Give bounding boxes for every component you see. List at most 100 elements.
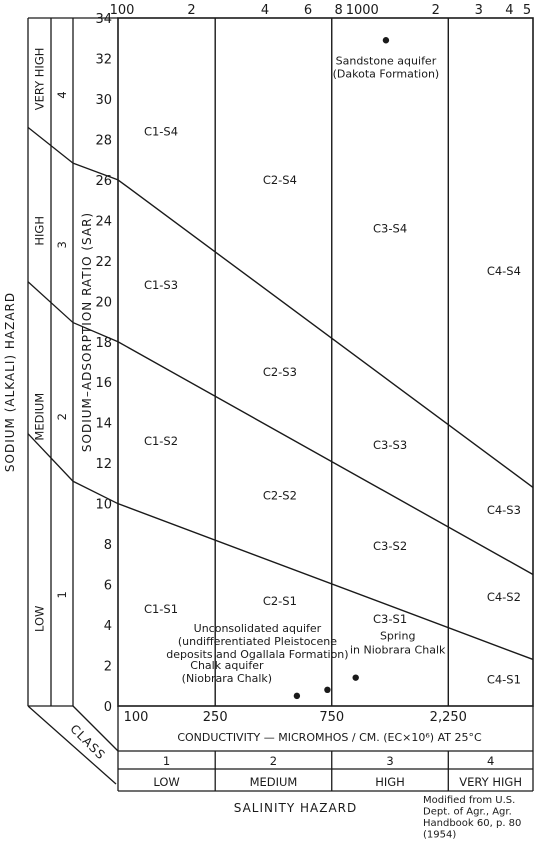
region-label-c2-s3: C2-S3 — [263, 365, 297, 379]
salinity-class-name: LOW — [153, 775, 179, 789]
y-tick-label: 4 — [104, 619, 112, 634]
point-annotation: Chalk aquifer — [190, 659, 264, 672]
y-tick-label: 2 — [104, 660, 112, 675]
hazard-boundary-s2-s3 — [117, 341, 534, 576]
aquifer-points — [293, 37, 390, 700]
data-point-chalk-aquifer — [293, 692, 301, 700]
x-top-tick-label: 6 — [304, 3, 312, 18]
sodium-class-divider — [27, 433, 74, 482]
sodium-class-name: MEDIUM — [33, 393, 47, 441]
sodium-class-divider — [72, 480, 119, 505]
hazard-boundary-lines — [117, 179, 534, 661]
y-tick-label: 16 — [95, 376, 112, 391]
source-note: (1954) — [423, 830, 456, 841]
y-tick-label: 10 — [95, 498, 112, 513]
y-tick-label: 24 — [95, 214, 112, 229]
region-label-c4-s1: C4-S1 — [487, 673, 521, 687]
y-tick-label: 30 — [95, 93, 112, 108]
plot-frame — [117, 17, 534, 707]
sodium-class-divider — [27, 281, 74, 324]
x-top-tick-label: 3 — [475, 3, 483, 18]
region-label-c4-s3: C4-S3 — [487, 503, 521, 517]
y-tick-label: 0 — [104, 700, 112, 715]
x-top-tick-label: 2 — [432, 3, 440, 18]
x-top-tick-label: 100 — [110, 3, 135, 18]
y-axis-label: SODIUM–ADSORPTION RATIO (SAR) — [80, 212, 94, 452]
class-band-diagonal — [72, 705, 119, 752]
class-label: CLASS — [67, 722, 108, 763]
x-top-tick-label: 2 — [187, 3, 195, 18]
region-label-c4-s4: C4-S4 — [487, 264, 521, 278]
y-tick-label: 12 — [95, 457, 112, 472]
point-annotation: Unconsolidated aquifer — [194, 622, 322, 635]
point-annotation: (Dakota Formation) — [333, 67, 440, 80]
source-note: Handbook 60, p. 80 — [423, 818, 521, 829]
y-tick-label: 28 — [95, 133, 112, 148]
sodium-class-divider — [27, 126, 74, 164]
region-label-c3-s4: C3-S4 — [373, 221, 407, 235]
x-top-tick-label: 4 — [261, 3, 269, 18]
y-tick-label: 8 — [104, 538, 112, 553]
text-layer: 100 2 4 6 8 1000 2 3 4 50246810121416182022242628… — [3, 3, 531, 841]
y-tick-label: 34 — [95, 12, 112, 27]
source-note: Dept. of Agr., Agr. — [423, 807, 512, 818]
x-bottom-tick-label: 750 — [319, 710, 344, 725]
region-label-c2-s4: C2-S4 — [263, 173, 297, 187]
region-label-c1-s3: C1-S3 — [144, 278, 178, 292]
x-bottom-tick-label: 250 — [203, 710, 228, 725]
data-point-spring-in-niobrara-chalk — [352, 674, 359, 681]
x-top-tick-label: 1000 — [346, 3, 379, 18]
x-bottom-tick-label: 2,250 — [430, 710, 467, 725]
sodium-class-name: LOW — [33, 606, 47, 632]
sodium-class-divider — [72, 162, 119, 181]
data-point-unconsolidated-aquifer — [324, 686, 331, 694]
point-annotation: Sandstone aquifer — [336, 54, 437, 67]
y-tick-label: 6 — [104, 579, 112, 594]
sodium-class-divider — [72, 321, 119, 343]
region-label-c1-s2: C1-S2 — [144, 434, 178, 448]
salinity-class-name: VERY HIGH — [459, 775, 522, 789]
region-label-c3-s3: C3-S3 — [373, 438, 407, 452]
y-tick-label: 18 — [95, 336, 112, 351]
source-note: Modified from U.S. — [423, 795, 515, 806]
y-tick-label: 32 — [95, 52, 112, 67]
region-label-c2-s1: C2-S1 — [263, 594, 297, 608]
sodium-class-name: HIGH — [33, 216, 47, 246]
salinity-class-number: 1 — [163, 754, 170, 768]
x-bottom-tick-label: 100 — [124, 710, 149, 725]
x-axis-label: CONDUCTIVITY — MICROMHOS / CM. (EC×10⁶) … — [177, 731, 482, 744]
sodium-class-number: 3 — [55, 241, 69, 248]
region-label-c1-s1: C1-S1 — [144, 602, 178, 616]
region-label-c4-s2: C4-S2 — [487, 590, 521, 604]
y-tick-label: 22 — [95, 255, 112, 270]
region-label-c1-s4: C1-S4 — [144, 124, 178, 138]
x-top-tick-label: 5 — [523, 3, 531, 18]
y-tick-label: 26 — [95, 174, 112, 189]
region-label-c2-s2: C2-S2 — [263, 489, 297, 503]
sodium-class-number: 2 — [55, 413, 69, 420]
class-band-diagonal — [27, 705, 117, 785]
region-label-c3-s1: C3-S1 — [373, 612, 407, 626]
point-annotation: (Niobrara Chalk) — [182, 672, 272, 685]
data-point-sandstone-aquifer — [382, 37, 390, 44]
x-top-tick-label: 4 — [505, 3, 513, 18]
hazard-boundary-s3-s4 — [117, 179, 534, 489]
point-annotation: Spring — [380, 630, 416, 643]
sodium-class-number: 4 — [55, 91, 69, 98]
sodium-hazard-title: SODIUM (ALKALI) HAZARD — [3, 292, 17, 472]
x-top-tick-label: 8 — [334, 3, 342, 18]
grid-layer — [27, 17, 534, 792]
sodium-class-number: 1 — [55, 591, 69, 598]
salinity-class-name: HIGH — [375, 775, 405, 789]
y-tick-label: 14 — [95, 417, 112, 432]
salinity-class-number: 2 — [270, 754, 277, 768]
y-tick-label: 20 — [95, 295, 112, 310]
region-label-c3-s2: C3-S2 — [373, 539, 407, 553]
sodium-class-name: VERY HIGH — [33, 48, 47, 111]
salinity-class-name: MEDIUM — [250, 775, 298, 789]
point-annotation: (undifferentiated Pleistocene — [178, 635, 337, 648]
point-annotation: deposits and Ogallala Formation) — [166, 648, 348, 661]
salinity-class-number: 4 — [487, 754, 494, 768]
hazard-boundary-s1-s2 — [117, 502, 534, 661]
